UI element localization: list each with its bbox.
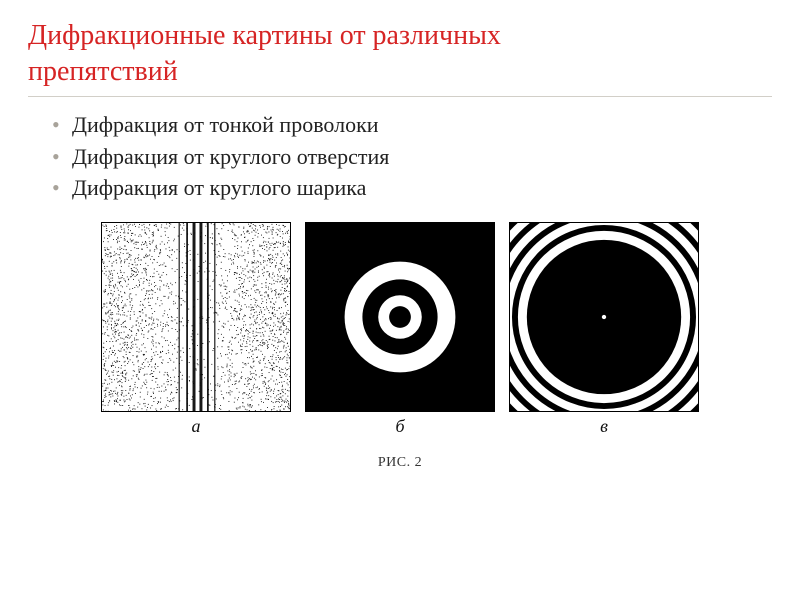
panel-c-label: в <box>600 416 608 437</box>
title-line-2: препятствий <box>28 54 772 90</box>
figure-row: а б в <box>28 222 772 437</box>
title-block: Дифракционные картины от различных препя… <box>28 18 772 97</box>
bullet-text: Дифракция от круглого отверстия <box>72 144 389 169</box>
bullet-text: Дифракция от круглого шарика <box>72 175 366 200</box>
bullet-list: Дифракция от тонкой проволоки Дифракция … <box>52 109 772 205</box>
panel-b <box>305 222 495 412</box>
list-item: Дифракция от круглого шарика <box>52 172 772 204</box>
panel-c <box>509 222 699 412</box>
panel-a <box>101 222 291 412</box>
panel-a-wrap: а <box>101 222 291 437</box>
panel-a-label: а <box>192 416 201 437</box>
list-item: Дифракция от круглого отверстия <box>52 141 772 173</box>
panel-b-label: б <box>395 416 404 437</box>
figure-caption: РИС. 2 <box>28 455 772 471</box>
bullet-text: Дифракция от тонкой проволоки <box>72 112 379 137</box>
panel-c-wrap: в <box>509 222 699 437</box>
panel-b-wrap: б <box>305 222 495 437</box>
list-item: Дифракция от тонкой проволоки <box>52 109 772 141</box>
slide: Дифракционные картины от различных препя… <box>0 0 800 600</box>
title-line-1: Дифракционные картины от различных <box>28 18 772 54</box>
